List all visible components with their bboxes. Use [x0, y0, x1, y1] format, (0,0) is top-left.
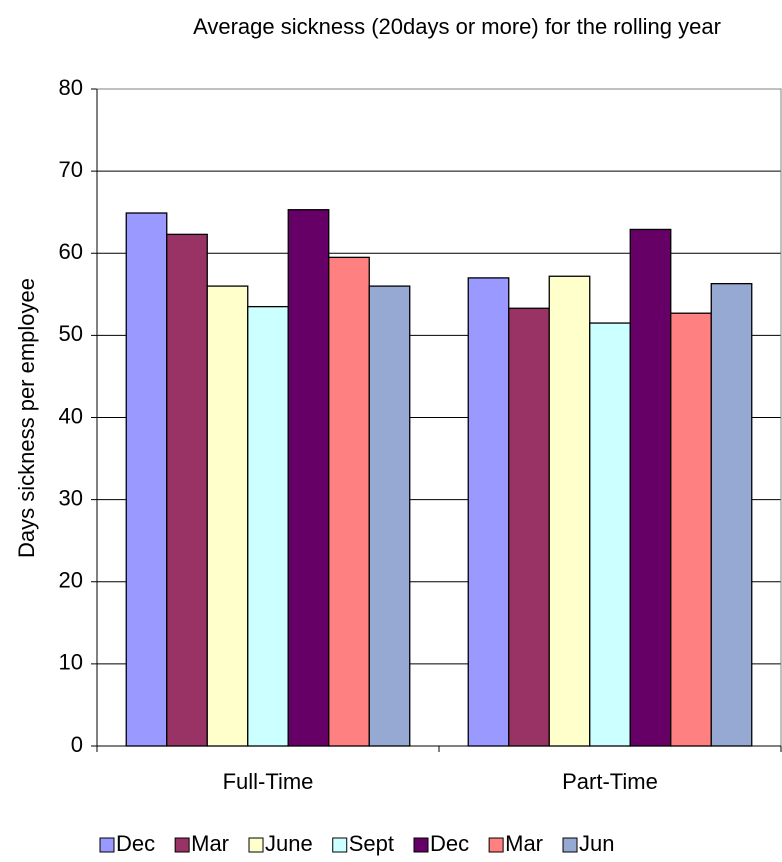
bar [629, 228, 672, 747]
y-axis-label: Days sickness per employee [14, 278, 39, 558]
y-tick-label: 20 [59, 568, 83, 593]
legend-label: Dec [430, 831, 469, 856]
legend-swatch [413, 837, 429, 853]
legend-label: Dec [116, 831, 155, 856]
legend-label: Sept [349, 831, 394, 856]
y-tick-label: 50 [59, 321, 83, 346]
bar [287, 209, 330, 747]
bar [467, 277, 510, 747]
y-tick-label: 0 [71, 732, 83, 757]
x-tick-label: Part-Time [562, 769, 658, 794]
bar [508, 307, 550, 747]
legend-label: June [265, 831, 313, 856]
bar [206, 285, 249, 747]
bar [710, 282, 753, 747]
y-tick-label: 40 [59, 403, 83, 428]
legend-swatch [99, 837, 115, 853]
legend-label: Mar [191, 831, 229, 856]
bar [670, 312, 712, 747]
legend-swatch [562, 837, 578, 853]
y-tick-label: 30 [59, 485, 83, 510]
legend-swatch [332, 837, 348, 853]
bar [328, 256, 370, 747]
legend-swatch [248, 837, 264, 853]
bar [166, 233, 208, 747]
legend-label: Mar [505, 831, 543, 856]
legend-swatch [174, 837, 190, 853]
bar [589, 322, 631, 747]
bar [125, 212, 168, 747]
legend-swatch [488, 837, 504, 853]
chart-title: Average sickness (20days or more) for th… [193, 14, 721, 39]
legend-label: Jun [579, 831, 614, 856]
y-tick-label: 60 [59, 239, 83, 264]
bar [548, 275, 591, 747]
bar [368, 285, 411, 747]
y-tick-label: 10 [59, 650, 83, 675]
y-tick-label: 80 [59, 75, 83, 100]
x-tick-label: Full-Time [223, 769, 314, 794]
bar [247, 305, 289, 747]
y-tick-label: 70 [59, 157, 83, 182]
